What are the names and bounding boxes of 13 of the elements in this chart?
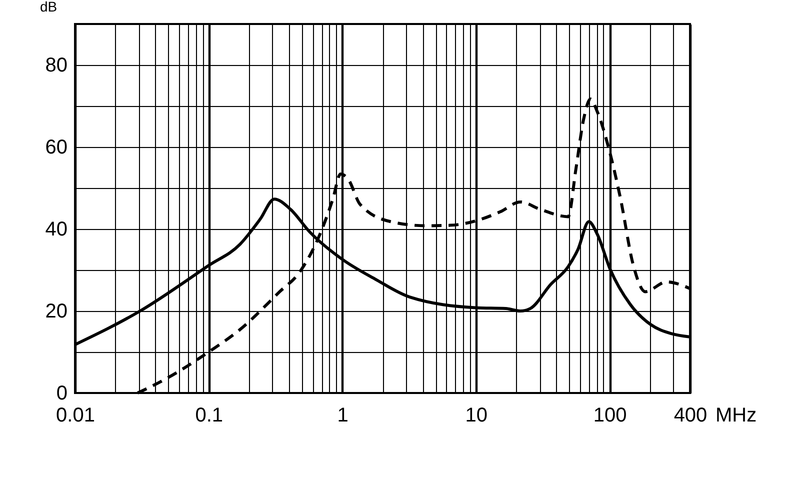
y-axis-title: dB (40, 0, 58, 14)
y-tick-label: 0 (56, 382, 68, 404)
x-tick-label: 400 (674, 404, 708, 426)
y-tick-label: 80 (45, 54, 68, 76)
y-tick-label: 20 (45, 300, 68, 322)
x-axis-title: MHz (716, 404, 757, 426)
x-tick-label: 10 (465, 404, 488, 426)
x-tick-label: 100 (593, 404, 627, 426)
y-tick-label: 40 (45, 218, 68, 240)
x-tick-label: 0.1 (195, 404, 224, 426)
x-tick-label: 0.01 (56, 404, 95, 426)
x-tick-label: 1 (337, 404, 348, 426)
y-tick-label: 60 (45, 136, 68, 158)
